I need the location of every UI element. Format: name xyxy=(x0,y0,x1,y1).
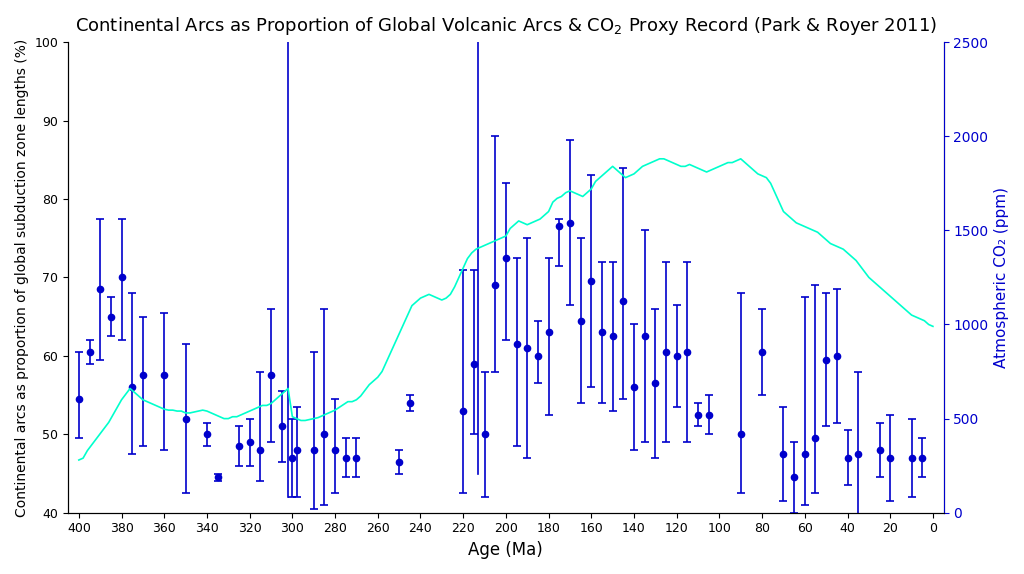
X-axis label: Age (Ma): Age (Ma) xyxy=(469,541,544,559)
Title: Continental Arcs as Proportion of Global Volcanic Arcs & CO$_2$ Proxy Record (Pa: Continental Arcs as Proportion of Global… xyxy=(75,15,937,37)
Y-axis label: Atmospheric CO₂ (ppm): Atmospheric CO₂ (ppm) xyxy=(994,187,1009,368)
Y-axis label: Continental arcs as proportion of global subduction zone lengths (%): Continental arcs as proportion of global… xyxy=(15,38,29,517)
